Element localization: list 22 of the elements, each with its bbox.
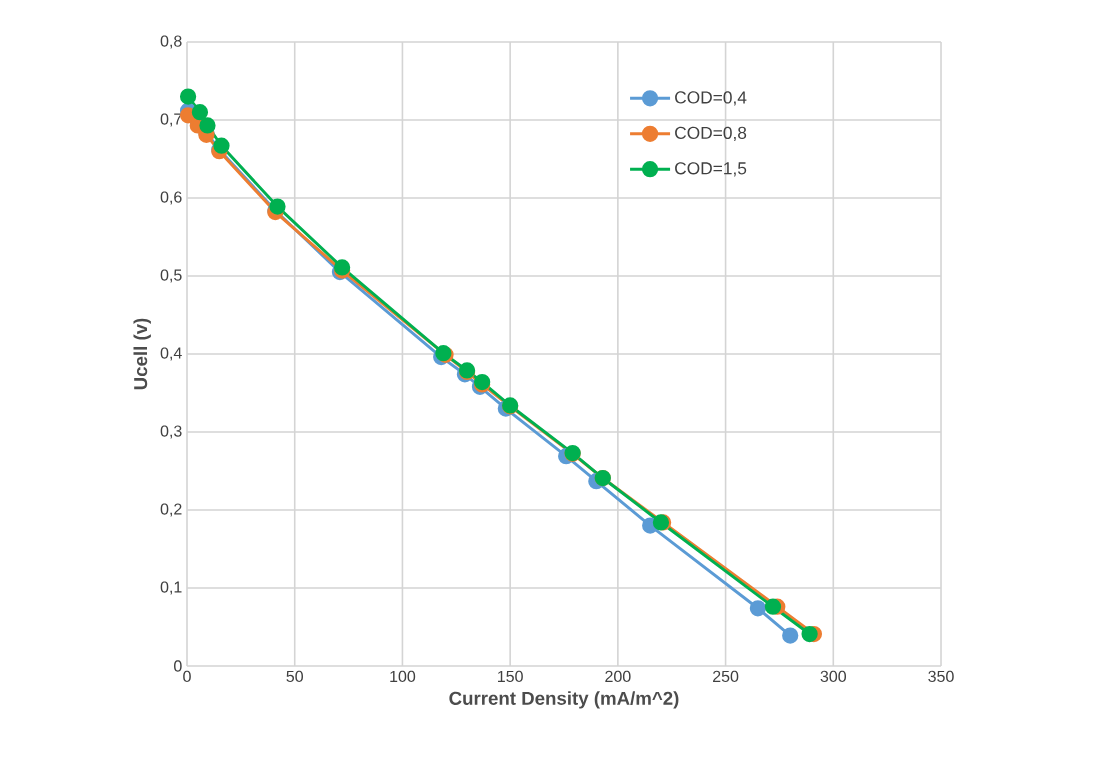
y-tick-label: 0,4 [160, 347, 182, 361]
x-tick-label: 300 [820, 670, 847, 683]
y-tick-label: 0,2 [160, 503, 182, 517]
x-tick-label: 350 [928, 670, 954, 683]
legend-label: COD=0,8 [675, 126, 747, 142]
y-axis-title: Ucell (v) [133, 318, 151, 390]
x-tick-label: 0 [183, 670, 191, 683]
y-tick-label: 0,3 [160, 425, 182, 439]
x-tick-label: 250 [713, 670, 739, 683]
y-tick-label: 0,5 [160, 269, 182, 283]
x-tick-label: 100 [390, 670, 416, 683]
x-tick-label: 150 [498, 670, 523, 683]
x-tick-label: 50 [286, 670, 303, 683]
y-tick-label: 0,6 [160, 191, 182, 205]
y-tick-label: 0 [174, 660, 182, 672]
y-tick-label: 0,8 [160, 35, 182, 49]
x-tick-label: 200 [605, 670, 631, 683]
x-axis-title: Current Density (mA/m^2) [449, 691, 679, 709]
legend-label: COD=0,4 [675, 91, 747, 106]
y-tick-label: 0,7 [160, 113, 182, 127]
y-tick-label: 0,1 [160, 581, 182, 595]
legend-label: COD=1,5 [675, 162, 747, 177]
